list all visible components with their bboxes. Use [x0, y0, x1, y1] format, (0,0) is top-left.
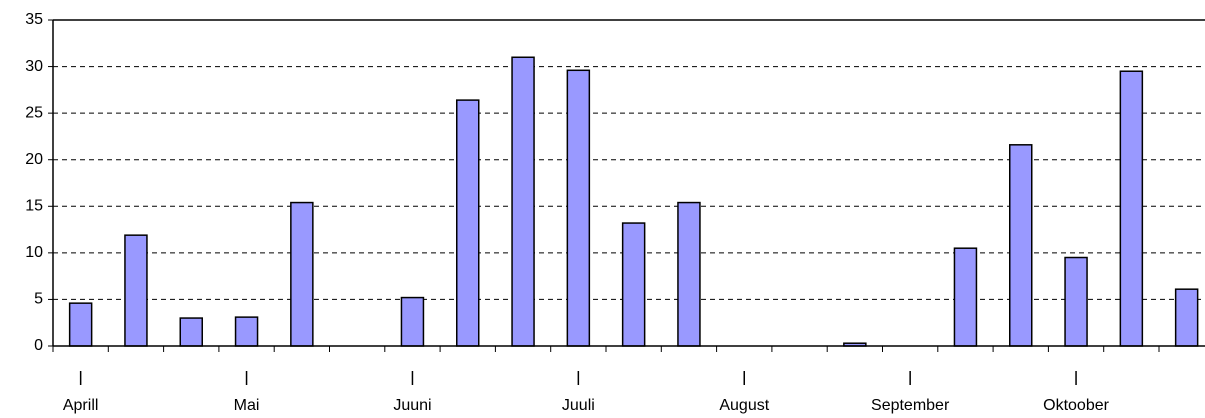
y-tick-label: 15 [25, 198, 43, 215]
bar [179, 317, 203, 347]
x-tick-label: Juuni [393, 397, 431, 414]
y-tick-label: 10 [25, 244, 43, 261]
bar [290, 201, 314, 347]
bar [456, 99, 480, 347]
y-tick-label: 35 [25, 11, 43, 28]
y-tick-label: 5 [34, 291, 43, 308]
bar [1064, 256, 1088, 347]
bar [566, 69, 591, 347]
y-tick-label: 25 [25, 104, 43, 121]
x-tick-label: Juuli [562, 397, 595, 414]
bar [1009, 144, 1033, 347]
x-tick-label: Mai [234, 397, 260, 414]
x-tick-label: August [719, 397, 769, 414]
bar [511, 56, 535, 347]
bar [677, 201, 701, 347]
bar [953, 247, 978, 347]
bar [400, 296, 425, 347]
x-tick-label: Oktoober [1043, 397, 1109, 414]
bar [124, 234, 148, 347]
x-tick-label: September [871, 397, 950, 414]
bar [68, 302, 93, 347]
y-tick-label: 0 [34, 337, 43, 354]
x-tick-label: Aprill [63, 397, 99, 414]
y-tick-label: 30 [25, 58, 43, 75]
bar [1174, 288, 1199, 347]
bar [1119, 70, 1144, 347]
y-tick-label: 20 [25, 151, 43, 168]
bar [621, 222, 646, 347]
bar [234, 316, 259, 347]
